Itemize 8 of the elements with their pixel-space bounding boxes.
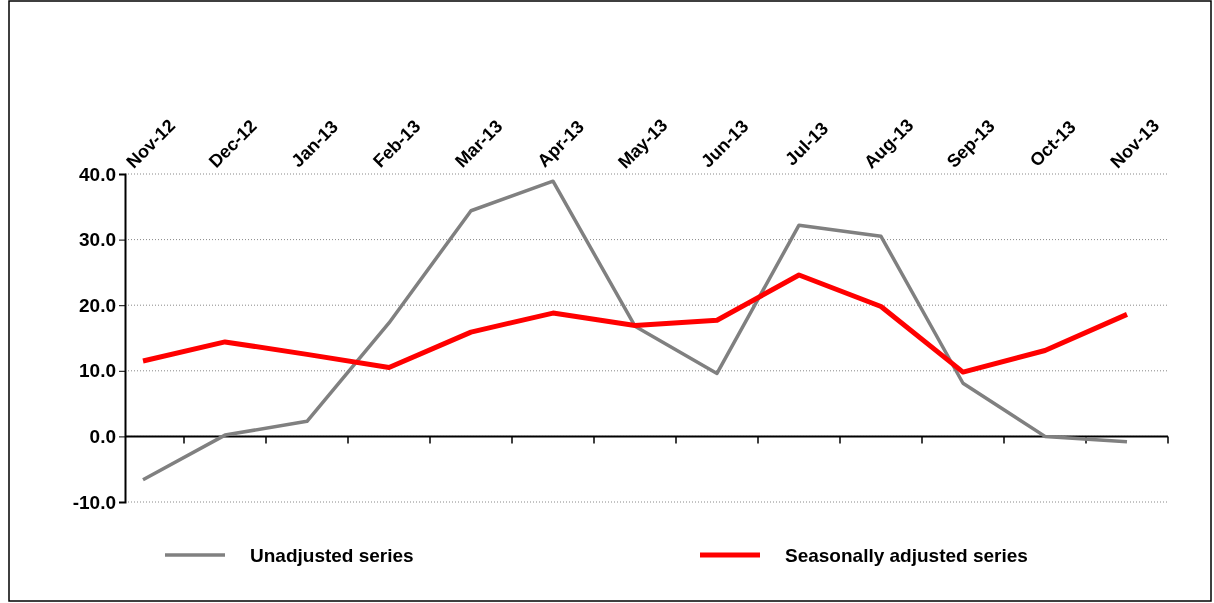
- legend-label: Unadjusted series: [250, 545, 414, 566]
- y-tick-label: 10.0: [79, 360, 116, 382]
- y-tick-label: 40.0: [79, 163, 116, 185]
- legend-label: Seasonally adjusted series: [785, 545, 1028, 566]
- y-tick-label: 30.0: [79, 229, 116, 251]
- y-tick-label: 0.0: [89, 425, 116, 447]
- y-tick-label: 20.0: [79, 294, 116, 316]
- y-tick-label: -10.0: [72, 491, 116, 513]
